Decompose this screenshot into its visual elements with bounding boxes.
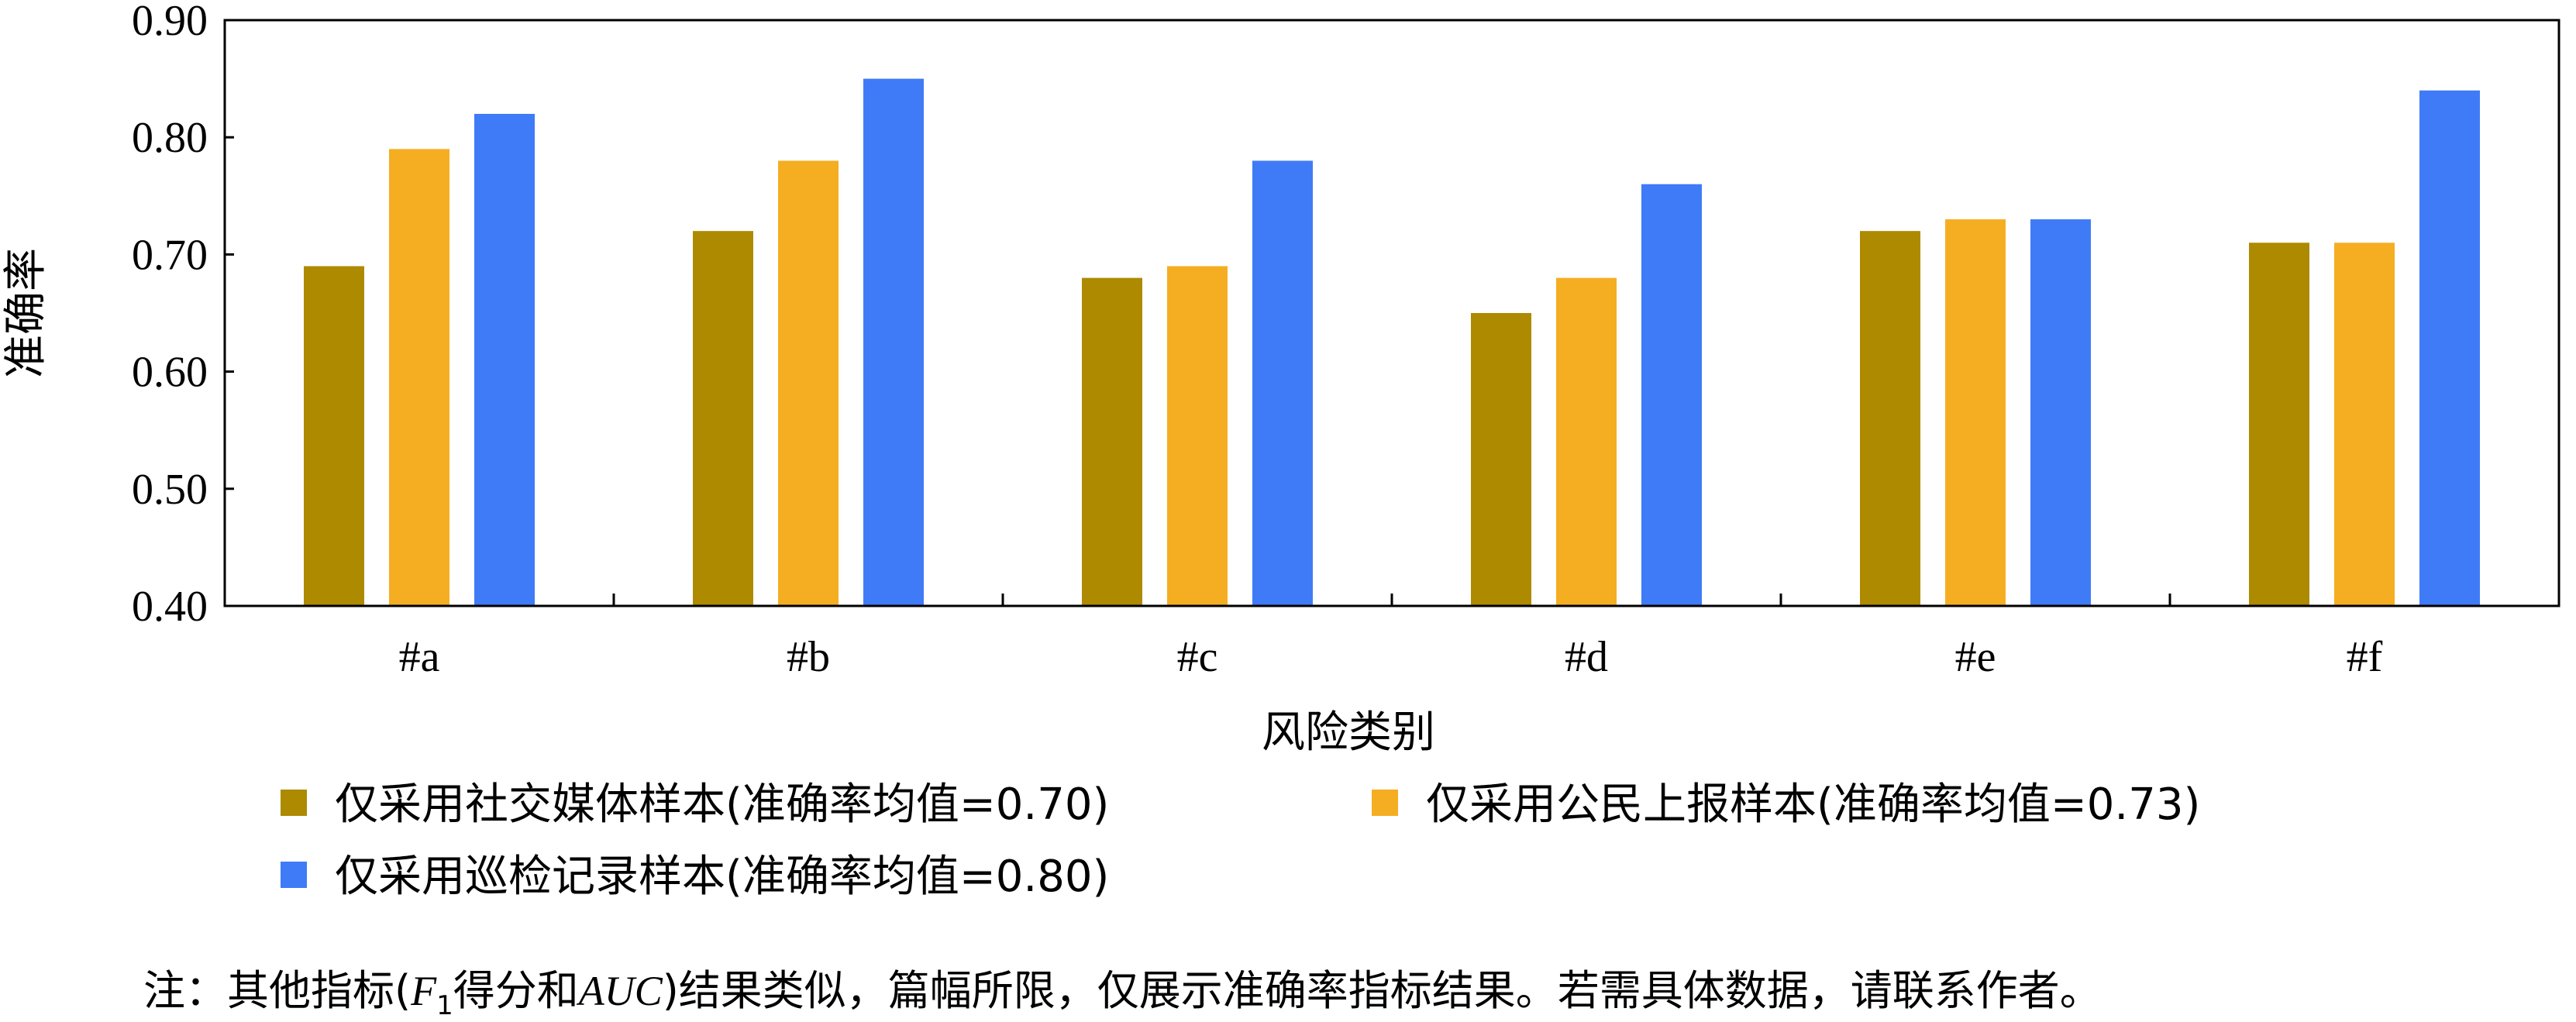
legend-swatch-2 <box>1372 790 1398 816</box>
bar-series-1-f <box>2249 243 2309 606</box>
bar-series-1-d <box>1471 313 1531 606</box>
x-axis-title: 风险类别 <box>1262 707 1435 758</box>
y-axis-title: 准确率 <box>1 248 51 378</box>
footnote-f-letter: F <box>410 968 437 1014</box>
bar-series-1-e <box>1860 231 1920 606</box>
y-tick-label: 0.40 <box>132 583 208 631</box>
bar-series-2-b <box>778 160 839 606</box>
legend-label-1: 仅采用社交媒体样本(准确率均值=0.70) <box>335 779 1109 830</box>
y-tick-label: 0.50 <box>132 466 208 514</box>
bar-series-3-b <box>863 78 924 607</box>
bar-series-1-b <box>693 231 753 606</box>
bar-series-2-f <box>2334 243 2395 606</box>
legend-label-3: 仅采用巡检记录样本(准确率均值=0.80) <box>335 852 1109 902</box>
footnote-middle: 得分和 <box>453 966 579 1015</box>
legend-label-2: 仅采用公民上报样本(准确率均值=0.73) <box>1426 779 2200 830</box>
bar-series-2-a <box>389 149 449 606</box>
x-tick-label: #d <box>1565 633 1608 681</box>
bar-series-3-c <box>1252 160 1313 606</box>
bar-series-3-f <box>2419 90 2480 607</box>
footnote-auc: AUC <box>577 968 663 1014</box>
bar-series-2-d <box>1556 277 1617 606</box>
y-tick-label: 0.60 <box>132 349 208 397</box>
x-tick-label: #a <box>399 633 440 681</box>
legend-swatch-3 <box>281 862 307 888</box>
legend: 仅采用社交媒体样本(准确率均值=0.70) 仅采用公民上报样本(准确率均值=0.7… <box>281 779 2200 902</box>
bar-series-1-a <box>304 266 364 606</box>
legend-swatch-1 <box>281 790 307 816</box>
x-axis: #a #b #c #d #e #f <box>399 594 2383 681</box>
y-tick-label: 0.70 <box>132 231 208 279</box>
bars <box>304 78 2480 607</box>
x-tick-label: #c <box>1177 633 1218 681</box>
footnote-suffix: )结果类似，篇幅所限，仅展示准确率指标结果。若需具体数据，请联系作者。 <box>663 966 2102 1015</box>
x-tick-label: #e <box>1955 633 1996 681</box>
y-tick-label: 0.80 <box>132 114 208 162</box>
footnote: 注：其他指标(F1得分和AUC)结果类似，篇幅所限，仅展示准确率指标结果。若需具… <box>143 966 2102 1021</box>
bar-series-3-a <box>474 113 535 606</box>
footnote-prefix: 注：其他指标( <box>143 966 411 1015</box>
bar-series-3-d <box>1641 184 1702 606</box>
plot-frame <box>223 19 2561 607</box>
footnote-f-subscript: 1 <box>436 990 453 1021</box>
bar-series-2-e <box>1945 219 2006 606</box>
y-axis: 0.40 0.50 0.60 0.70 0.80 0.90 <box>132 0 234 631</box>
x-tick-label: #f <box>2347 633 2383 681</box>
y-tick-label: 0.90 <box>132 0 208 45</box>
bar-series-2-c <box>1167 266 1228 606</box>
bar-series-3-e <box>2030 219 2091 606</box>
bar-series-1-c <box>1082 277 1142 606</box>
x-tick-label: #b <box>787 633 830 681</box>
